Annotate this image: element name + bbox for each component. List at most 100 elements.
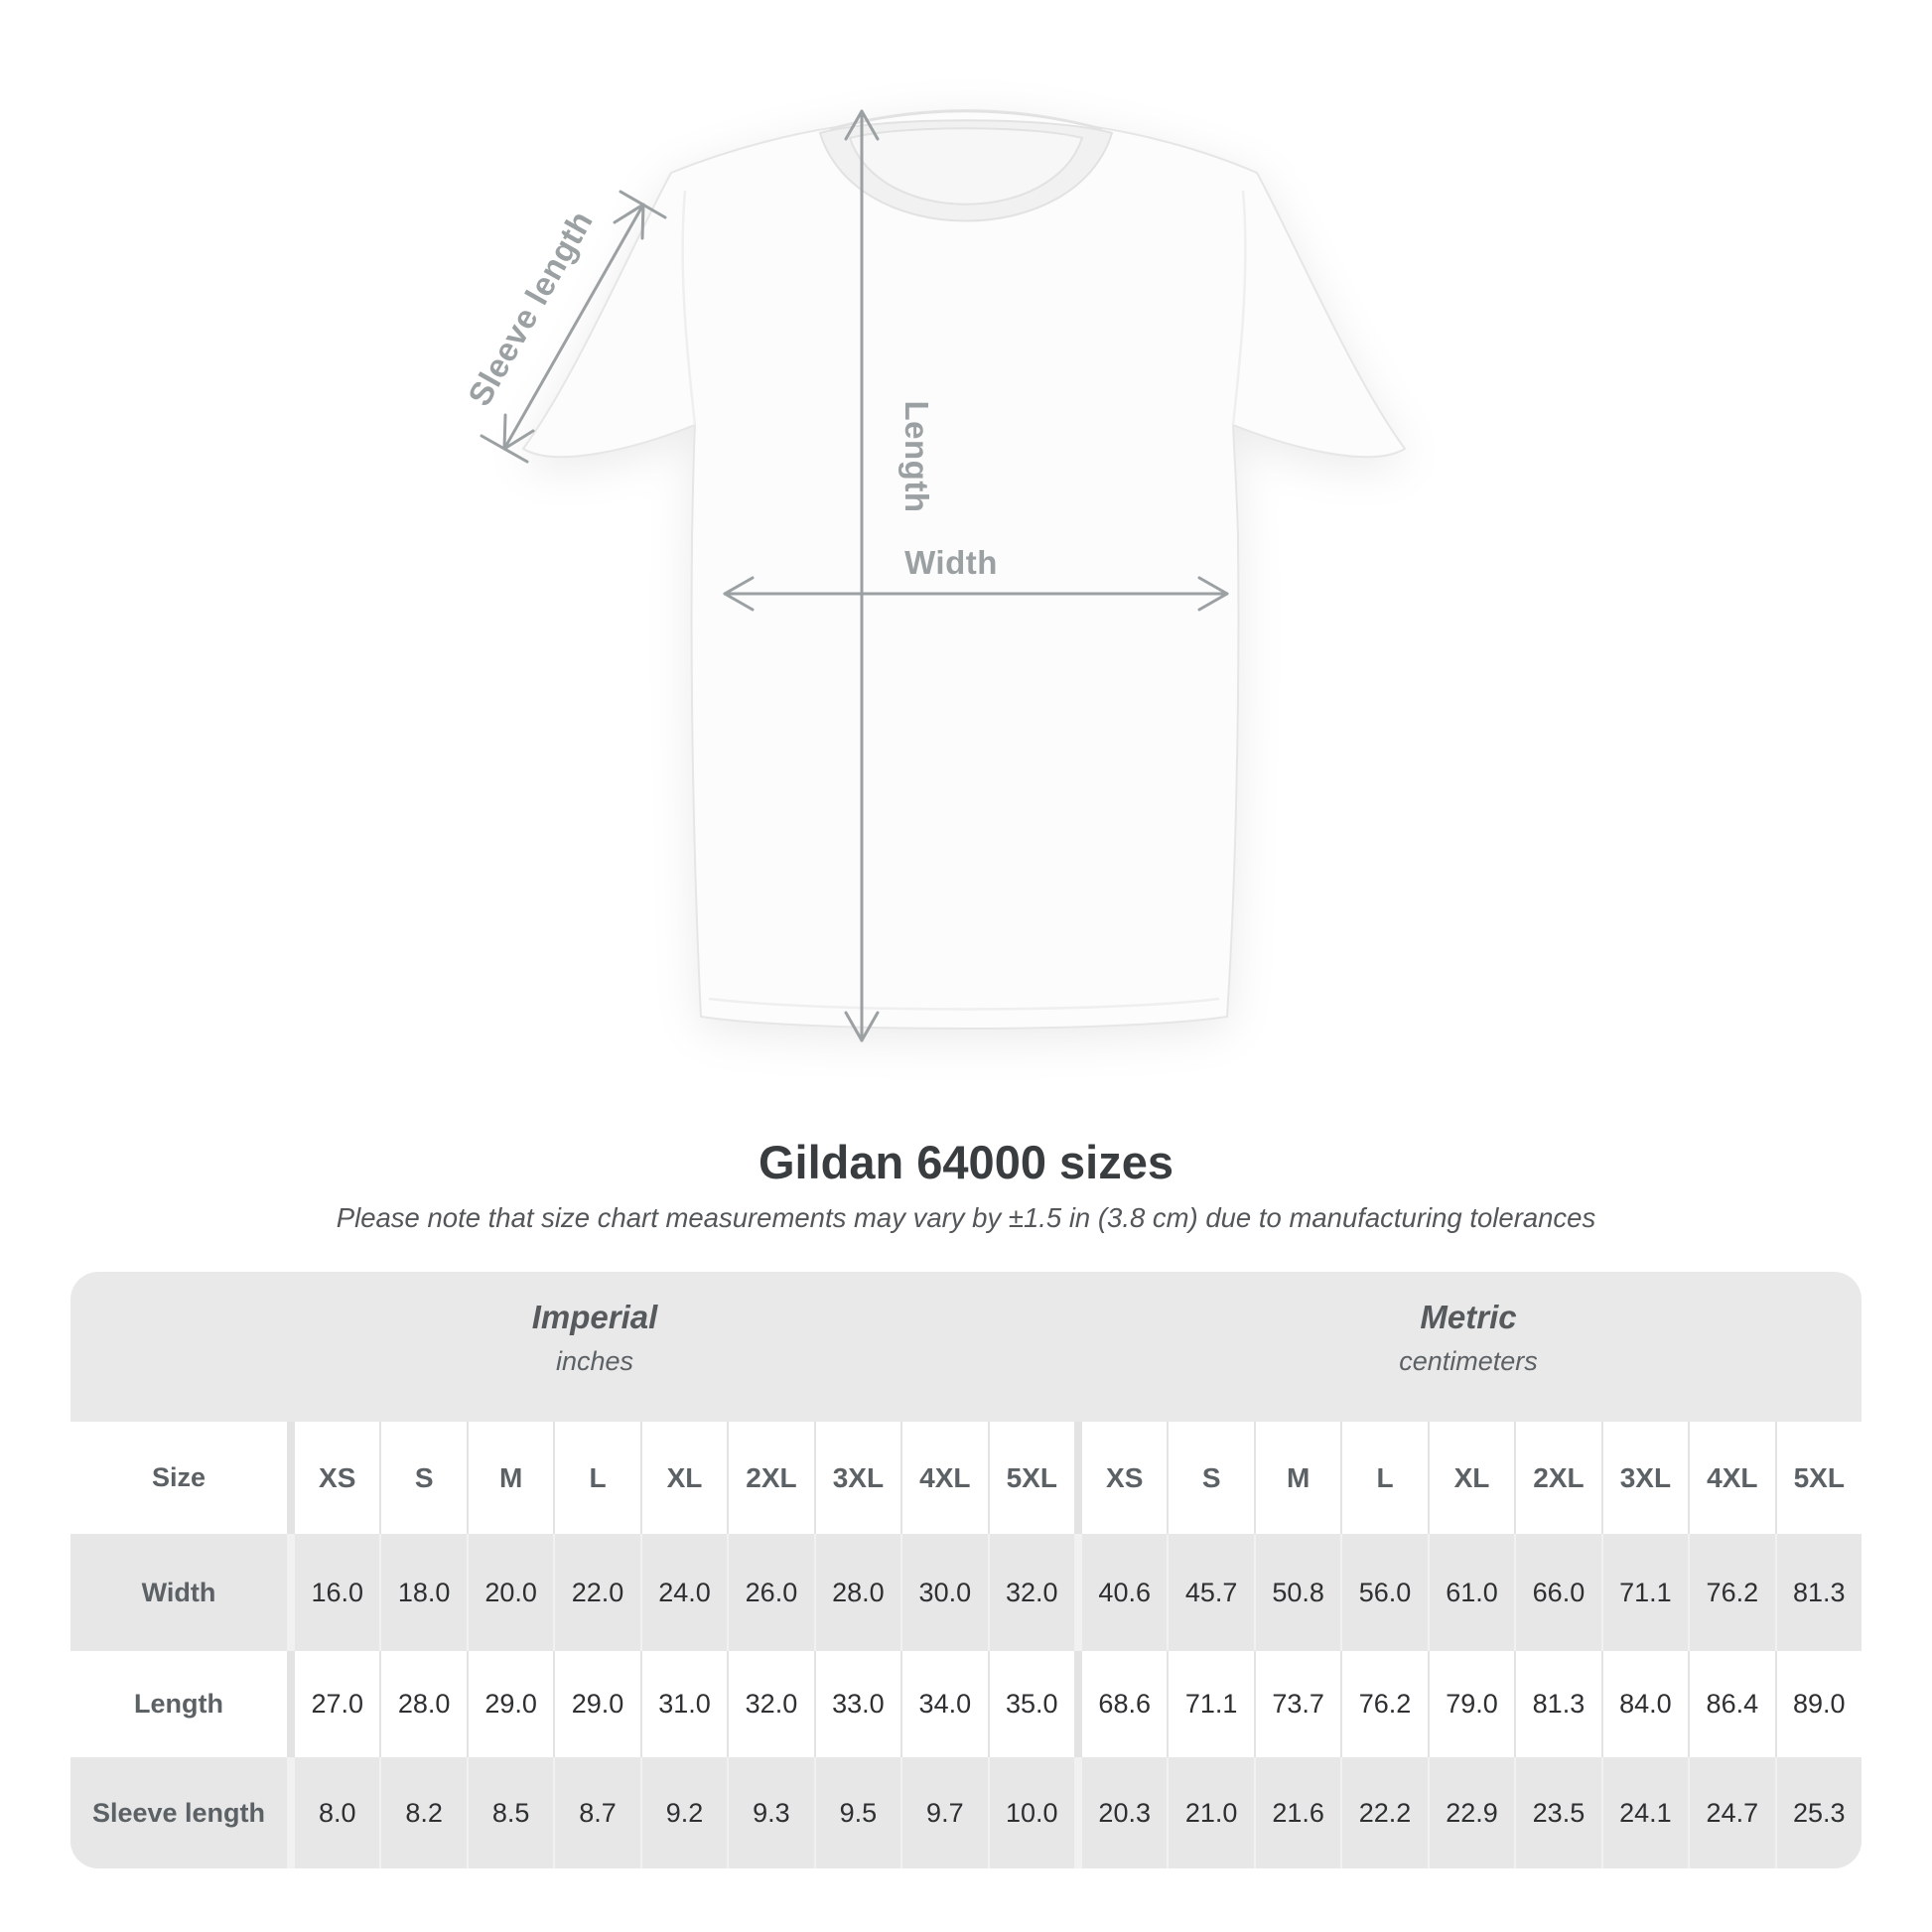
sleeve-length-row: Sleeve length 8.0 8.2 8.5 8.7 9.2 9.3 9.5 9.7 10.…	[70, 1757, 1862, 1869]
width-metric-3xl: 71.1	[1602, 1534, 1689, 1652]
column-divider	[1076, 1651, 1080, 1757]
width-imperial-3xl: 28.0	[815, 1534, 901, 1652]
length-imperial-m: 29.0	[468, 1651, 554, 1758]
back-collar	[829, 109, 1103, 131]
imperial-system-label: Imperial	[531, 1299, 658, 1336]
length-label: Length	[898, 401, 935, 513]
width-label: Width	[70, 1534, 287, 1652]
width-metric-4xl: 76.2	[1690, 1534, 1775, 1652]
width-imperial-m: 20.0	[468, 1534, 554, 1652]
size-header-metric-2xl: 2XL	[1516, 1422, 1601, 1535]
length-imperial-l: 29.0	[555, 1651, 640, 1758]
column-divider	[289, 1534, 293, 1651]
size-header-imperial-4xl: 4XL	[902, 1422, 988, 1535]
size-header-label: Size	[70, 1422, 287, 1535]
width-metric-5xl: 81.3	[1776, 1534, 1862, 1652]
width-metric-xl: 61.0	[1429, 1534, 1515, 1652]
collar-opening	[850, 128, 1082, 205]
sleeve-length-label: Sleeve length	[70, 1757, 287, 1869]
size-header-imperial-m: M	[468, 1422, 554, 1535]
width-row: Width 16.0 18.0 20.0 22.0 24.0 26.0 28.0 30.0 32.…	[70, 1534, 1862, 1652]
metric-system-label: Metric	[1420, 1299, 1517, 1336]
length-metric-2xl: 81.3	[1516, 1651, 1601, 1758]
length-imperial-3xl: 33.0	[815, 1651, 901, 1758]
width-metric-l: 56.0	[1342, 1534, 1428, 1652]
size-header-metric-5xl: 5XL	[1776, 1422, 1862, 1535]
size-header-metric-s: S	[1169, 1422, 1254, 1535]
size-header-imperial-l: L	[555, 1422, 640, 1535]
sleeve-length-metric-s: 21.0	[1169, 1757, 1254, 1869]
size-header-imperial-5xl: 5XL	[989, 1422, 1074, 1535]
tshirt-measurement-diagram: Sleeve length Length Width	[461, 109, 1407, 1042]
table-rows: Size XS S M L XL 2XL 3XL 4XL 5XL XS S M L XL 2XL 3XL 4XL 5…	[70, 1422, 1862, 1869]
sleeve-length-imperial-2xl: 9.3	[729, 1757, 814, 1869]
sleeve-length-imperial-l: 8.7	[555, 1757, 640, 1869]
sleeve-length-metric-4xl: 24.7	[1690, 1757, 1775, 1869]
page-subtitle: Please note that size chart measurements…	[336, 1202, 1596, 1234]
length-metric-xs: 68.6	[1081, 1651, 1168, 1758]
sleeve-length-imperial-3xl: 9.5	[815, 1757, 901, 1869]
length-metric-5xl: 89.0	[1776, 1651, 1862, 1758]
length-imperial-4xl: 34.0	[902, 1651, 988, 1758]
length-metric-m: 73.7	[1255, 1651, 1341, 1758]
sleeve-length-imperial-xl: 9.2	[641, 1757, 728, 1869]
left-sleeve-seam	[681, 190, 697, 426]
collar-rib-band	[818, 119, 1114, 222]
size-header-metric-3xl: 3XL	[1602, 1422, 1689, 1535]
metric-header-group: Metric centimeters	[1075, 1272, 1862, 1422]
tshirt-body	[521, 109, 1407, 1030]
sleeve-length-arrow	[480, 190, 667, 464]
tshirt-illustration: Sleeve length Length Width	[461, 109, 1407, 1042]
width-metric-2xl: 66.0	[1516, 1534, 1601, 1652]
hem-stitch	[708, 997, 1220, 1011]
sleeve-length-metric-2xl: 23.5	[1516, 1757, 1601, 1869]
width-imperial-2xl: 26.0	[729, 1534, 814, 1652]
column-divider	[1076, 1534, 1080, 1651]
length-imperial-5xl: 35.0	[989, 1651, 1074, 1758]
imperial-unit-label: inches	[555, 1346, 634, 1377]
sleeve-length-imperial-5xl: 10.0	[989, 1757, 1074, 1869]
sleeve-length-imperial-m: 8.5	[468, 1757, 554, 1869]
width-imperial-s: 18.0	[381, 1534, 467, 1652]
sleeve-length-metric-xl: 22.9	[1429, 1757, 1515, 1869]
size-table: Imperial inches Metric centimeters Size X…	[70, 1272, 1862, 1869]
table-header: Imperial inches Metric centimeters	[70, 1272, 1862, 1422]
sleeve-length-metric-l: 22.2	[1342, 1757, 1428, 1869]
width-imperial-4xl: 30.0	[902, 1534, 988, 1652]
size-header-metric-xs: XS	[1081, 1422, 1168, 1535]
length-row: Length 27.0 28.0 29.0 29.0 31.0 32.0 33.0 34.0 35…	[70, 1651, 1862, 1758]
width-imperial-l: 22.0	[555, 1534, 640, 1652]
width-arrow	[723, 576, 1229, 612]
width-metric-s: 45.7	[1169, 1534, 1254, 1652]
size-header-imperial-2xl: 2XL	[729, 1422, 814, 1535]
page-title: Gildan 64000 sizes	[758, 1136, 1174, 1188]
length-metric-l: 76.2	[1342, 1651, 1428, 1758]
length-imperial-xs: 27.0	[295, 1651, 380, 1758]
sleeve-length-metric-5xl: 25.3	[1776, 1757, 1862, 1869]
sleeve-length-imperial-xs: 8.0	[295, 1757, 380, 1869]
sleeve-length-imperial-4xl: 9.7	[902, 1757, 988, 1869]
size-header-metric-4xl: 4XL	[1690, 1422, 1775, 1535]
width-imperial-xs: 16.0	[295, 1534, 380, 1652]
size-header-metric-m: M	[1255, 1422, 1341, 1535]
width-metric-xs: 40.6	[1081, 1534, 1168, 1652]
imperial-header-group: Imperial inches	[70, 1272, 1075, 1422]
width-label: Width	[904, 544, 998, 581]
size-header-imperial-s: S	[381, 1422, 467, 1535]
width-imperial-xl: 24.0	[641, 1534, 728, 1652]
column-divider	[289, 1651, 293, 1757]
size-header-metric-xl: XL	[1429, 1422, 1515, 1535]
width-imperial-5xl: 32.0	[989, 1534, 1074, 1652]
length-imperial-2xl: 32.0	[729, 1651, 814, 1758]
metric-unit-label: centimeters	[1399, 1346, 1538, 1377]
length-imperial-s: 28.0	[381, 1651, 467, 1758]
length-metric-s: 71.1	[1169, 1651, 1254, 1758]
length-metric-3xl: 84.0	[1602, 1651, 1689, 1758]
length-label: Length	[70, 1651, 287, 1758]
column-divider	[1076, 1422, 1080, 1534]
column-divider	[289, 1757, 293, 1868]
size-header-row: Size XS S M L XL 2XL 3XL 4XL 5XL XS S M L XL 2XL 3XL 4XL 5…	[70, 1422, 1862, 1535]
size-header-imperial-xs: XS	[295, 1422, 380, 1535]
length-metric-4xl: 86.4	[1690, 1651, 1775, 1758]
